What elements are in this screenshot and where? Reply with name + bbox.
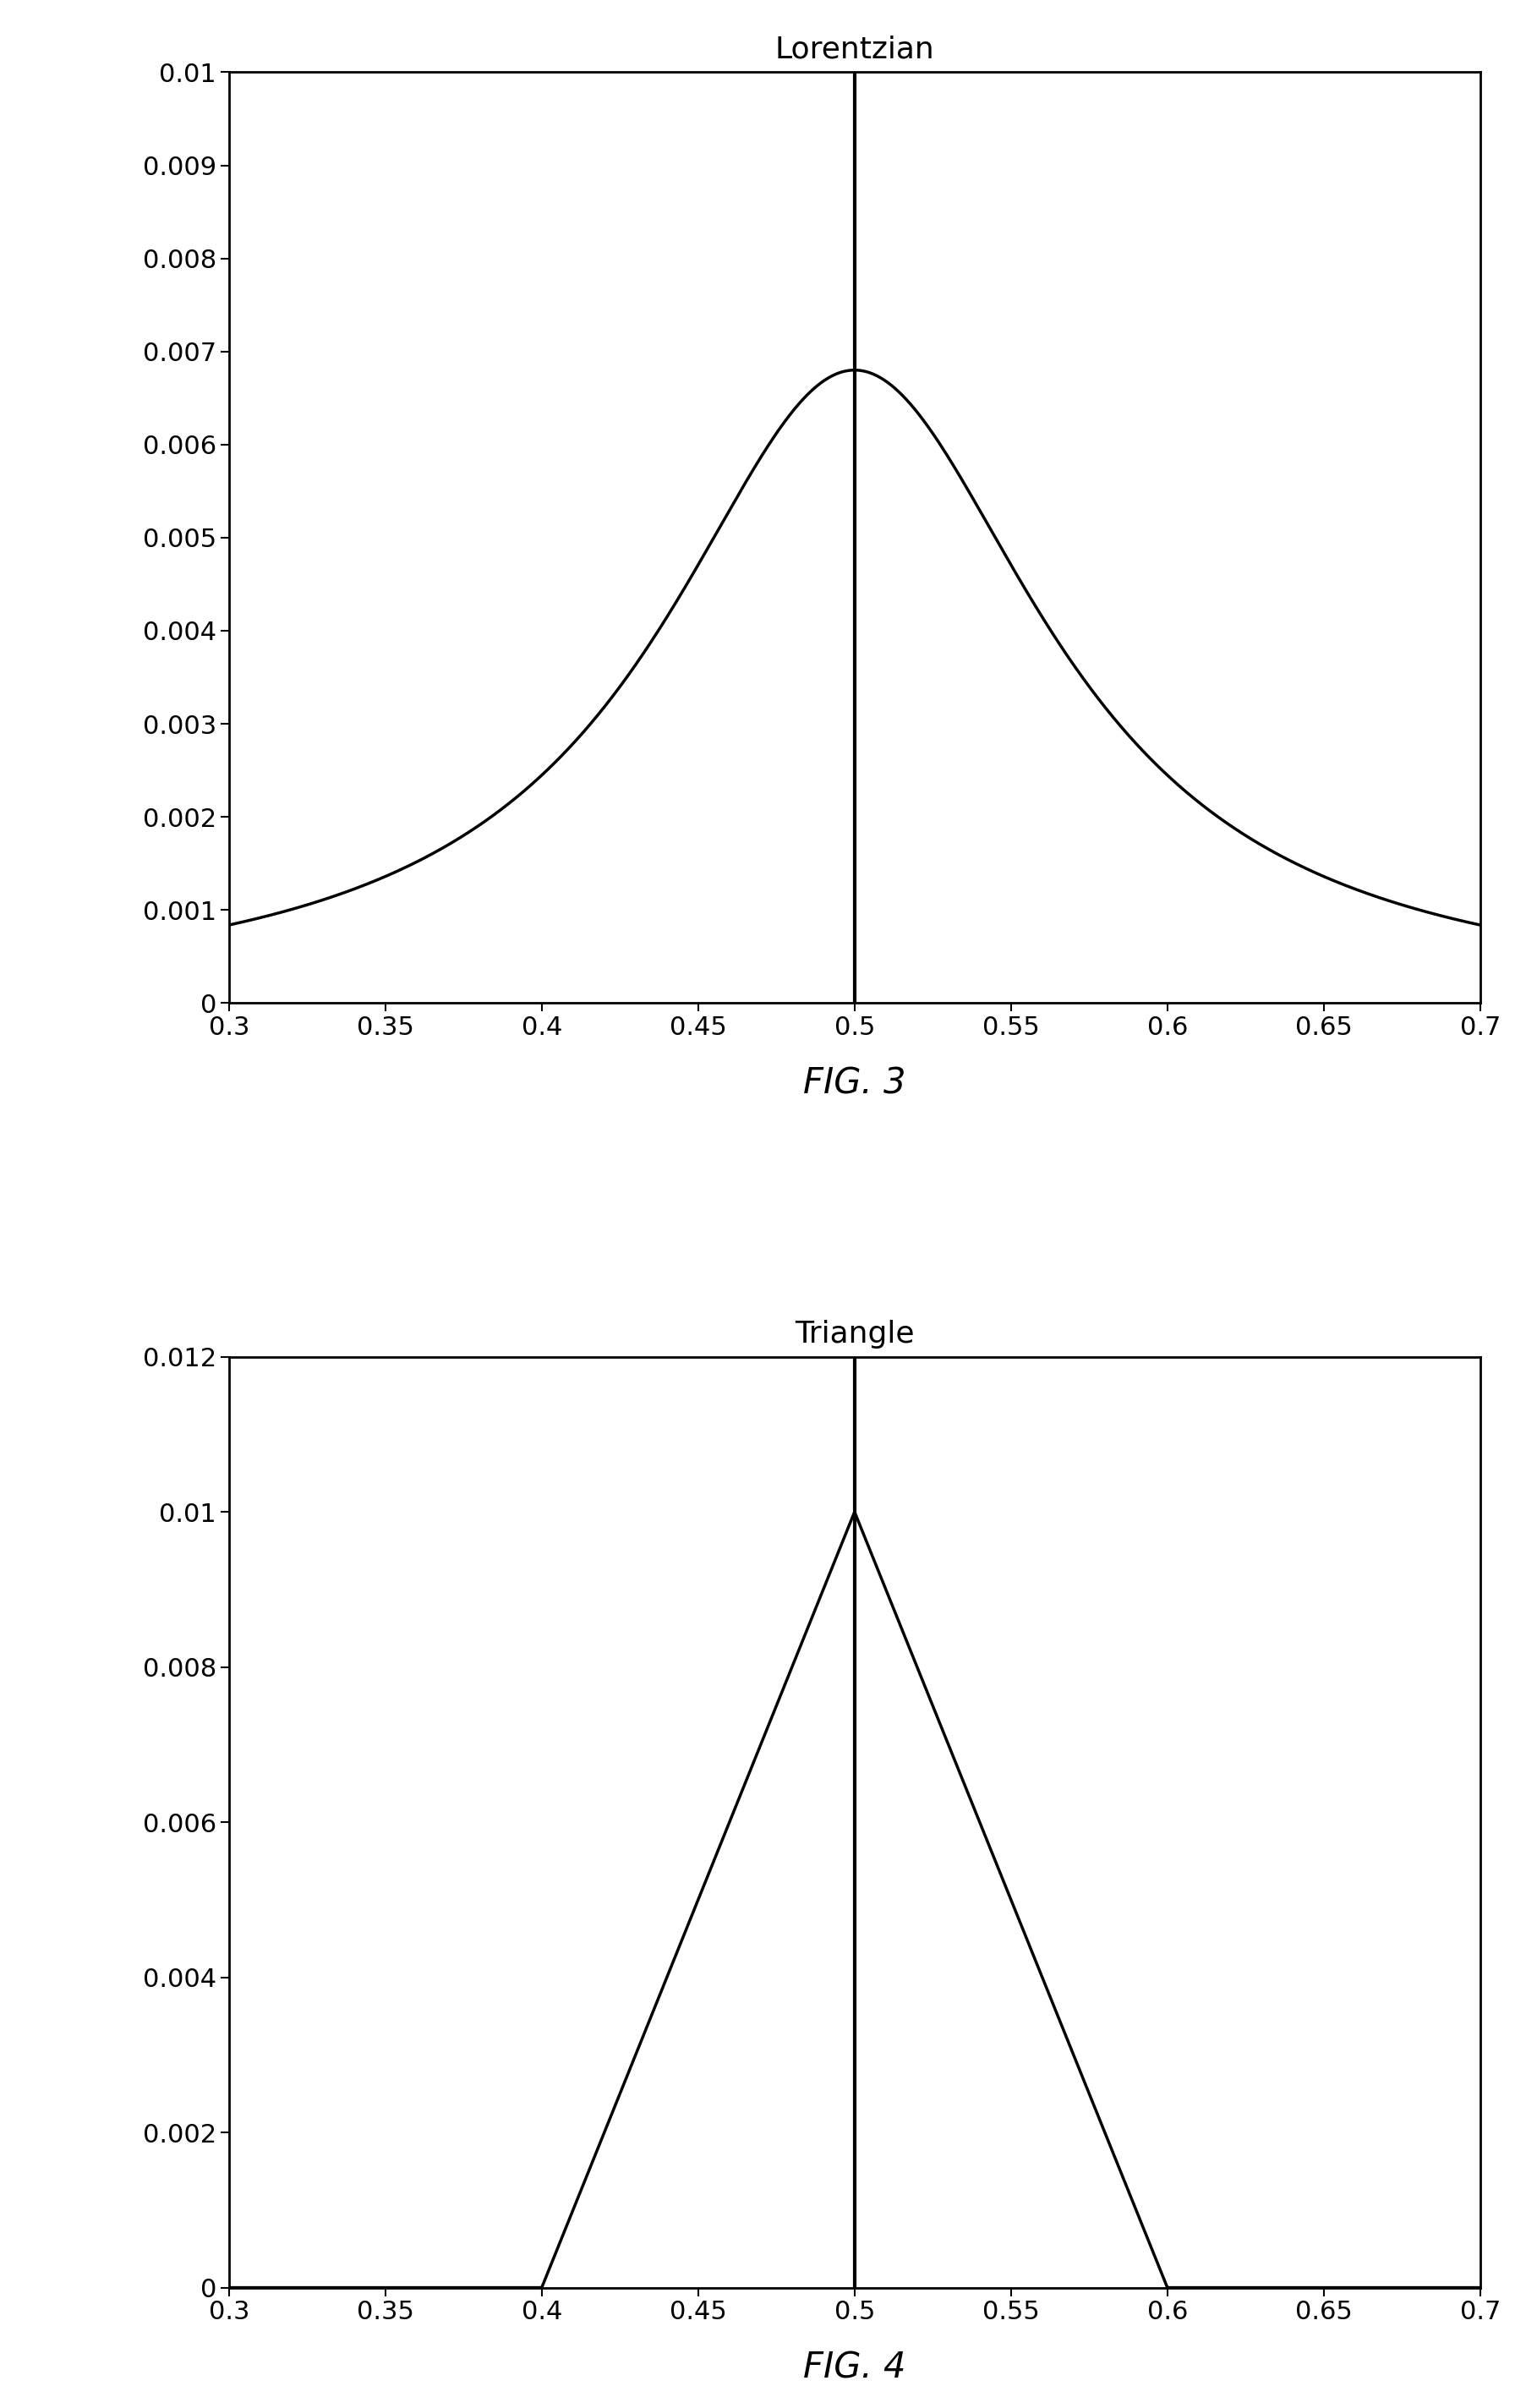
Title: Lorentzian: Lorentzian	[775, 36, 934, 65]
Title: Triangle: Triangle	[795, 1320, 914, 1348]
X-axis label: FIG. 4: FIG. 4	[803, 2350, 906, 2386]
X-axis label: FIG. 3: FIG. 3	[803, 1067, 906, 1100]
